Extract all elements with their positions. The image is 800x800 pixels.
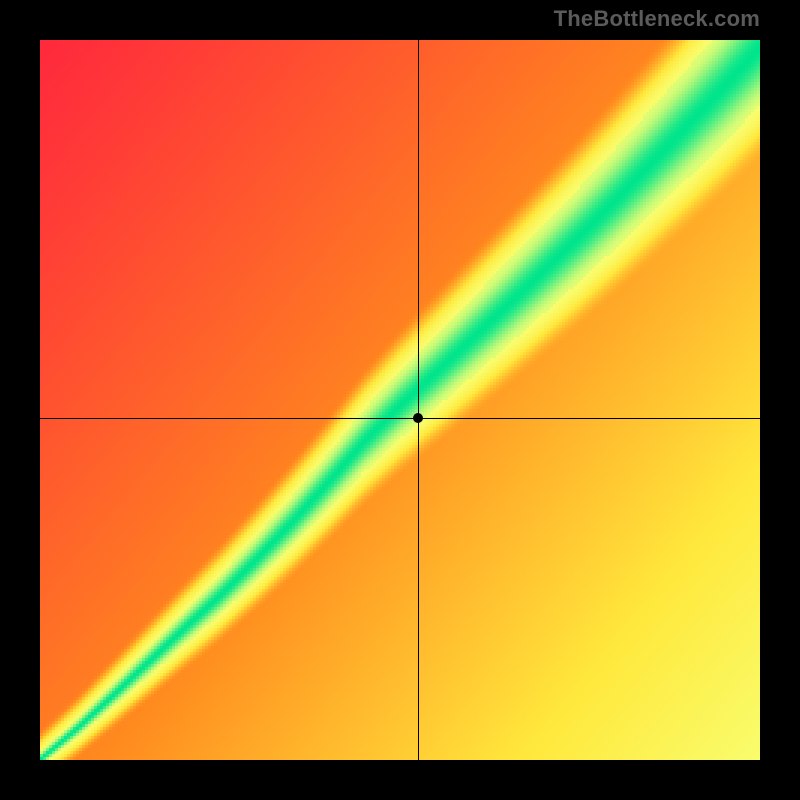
marker-point (413, 413, 423, 423)
heatmap-canvas (40, 40, 760, 760)
crosshair-vertical (418, 40, 419, 760)
watermark-text: TheBottleneck.com (554, 6, 760, 32)
plot-area (40, 40, 760, 760)
crosshair-horizontal (40, 418, 760, 419)
chart-frame: TheBottleneck.com (0, 0, 800, 800)
